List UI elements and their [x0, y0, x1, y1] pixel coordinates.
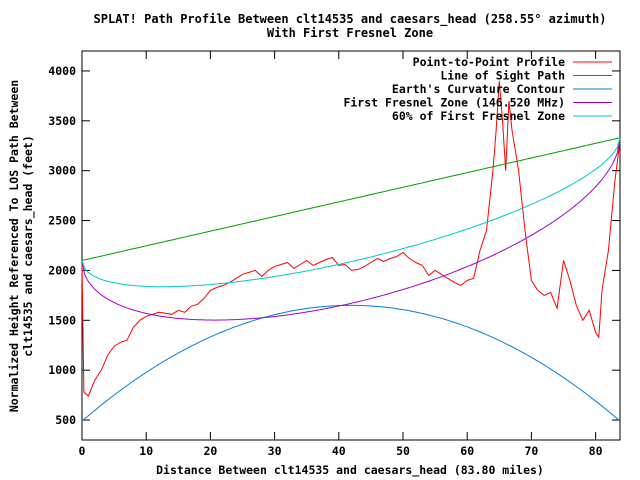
series-lines — [81, 80, 621, 422]
x-tick-label: 20 — [203, 444, 217, 458]
legend-entry-profile-label: Point-to-Point Profile — [413, 55, 565, 69]
earth-curvature-line — [81, 304, 621, 422]
x-tick-label: 10 — [139, 444, 153, 458]
x-tick-label: 0 — [79, 444, 86, 458]
y-tick-label: 3000 — [48, 164, 76, 178]
y-tick-label: 2000 — [48, 263, 76, 277]
x-tick-label: 30 — [268, 444, 282, 458]
plot-area — [81, 50, 621, 441]
x-tick-label: 40 — [332, 444, 346, 458]
x-tick-label: 50 — [396, 444, 410, 458]
fresnel-zone-line — [81, 137, 621, 321]
legend-entry-fresnel60-label: 60% of First Fresnel Zone — [392, 109, 565, 123]
legend-entry-curvature-label: Earth's Curvature Contour — [392, 82, 565, 96]
y-tick-label: 3500 — [48, 114, 76, 128]
line-of-sight-line — [81, 137, 621, 261]
y-axis-label-line2: clt14535 and caesars_head (feet) — [21, 135, 36, 357]
chart-subtitle: With First Fresnel Zone — [267, 26, 433, 40]
x-axis-label: Distance Between clt14535 and caesars_he… — [156, 463, 544, 478]
y-tick-label: 500 — [55, 413, 76, 427]
y-tick-label: 1500 — [48, 313, 76, 327]
y-tick-label: 1000 — [48, 363, 76, 377]
y-tick-label: 2500 — [48, 214, 76, 228]
fresnel-60-line — [81, 137, 621, 288]
chart-title: SPLAT! Path Profile Between clt14535 and… — [94, 12, 607, 27]
y-tick-label: 4000 — [48, 64, 76, 78]
y-axis-label-line1: Normalized Height Referenced To LOS Path… — [7, 80, 21, 412]
x-tick-label: 80 — [589, 444, 603, 458]
legend-entry-los-label: Line of Sight Path — [440, 69, 565, 83]
profile-line — [81, 80, 621, 397]
legend-entry-fresnel-label: First Fresnel Zone (146.520 MHz) — [343, 96, 565, 110]
x-tick-label: 70 — [524, 444, 538, 458]
x-axis: 0 10 20 30 40 50 60 70 80 — [79, 51, 603, 458]
y-axis: 500 1000 1500 2000 2500 3000 3500 4000 — [48, 64, 620, 427]
x-tick-label: 60 — [460, 444, 474, 458]
